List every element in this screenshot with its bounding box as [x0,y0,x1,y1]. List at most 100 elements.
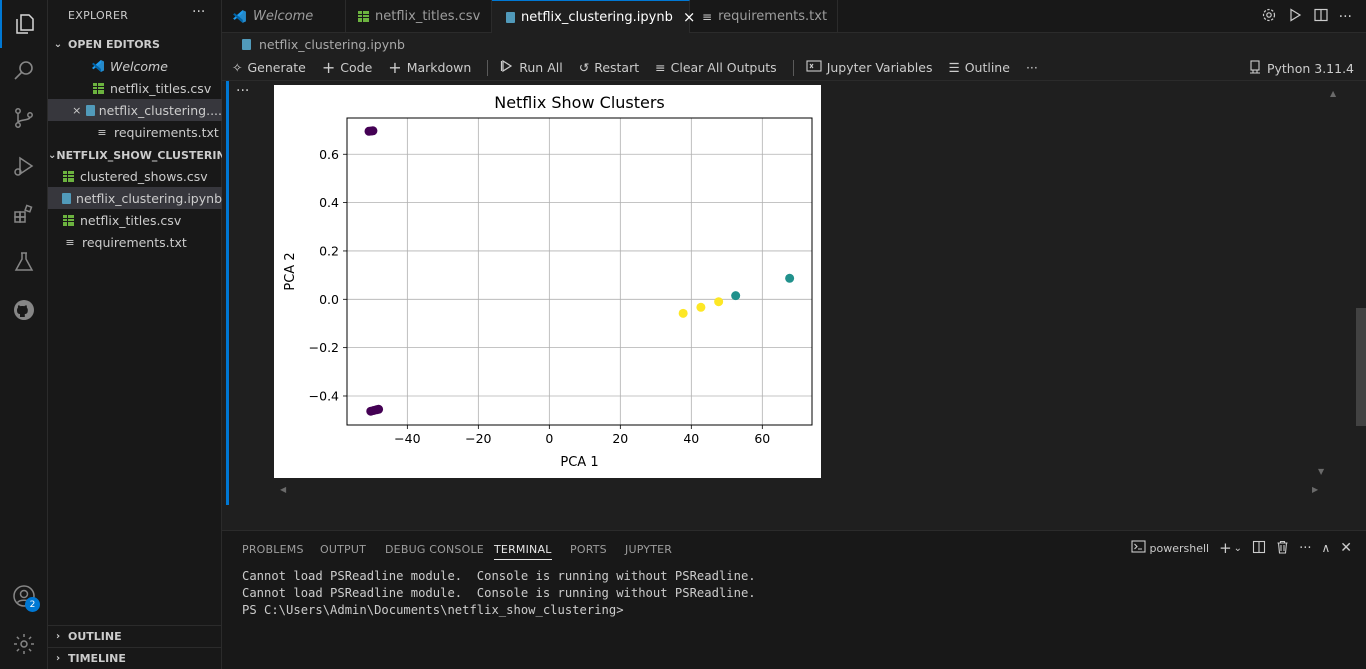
outline-button[interactable]: ☰ Outline [948,60,1009,75]
notebook-icon [506,11,515,23]
notebook-icon [85,102,95,118]
folder-header[interactable]: ⌄ NETFLIX_SHOW_CLUSTERING [48,144,235,166]
vscode-icon [90,58,106,74]
outline-header[interactable]: › OUTLINE [48,625,222,647]
jupyter-variables-button[interactable]: Jupyter Variables [806,60,933,75]
trash-icon[interactable] [1276,540,1289,557]
file-label: clustered_shows.csv [80,168,208,184]
split-terminal-icon[interactable] [1252,540,1266,557]
run-icon[interactable] [1287,7,1303,27]
breadcrumb[interactable]: netflix_clustering.ipynb [222,33,1366,55]
clear-outputs-button[interactable]: ≡ Clear All Outputs [655,60,777,75]
csv-icon [358,11,369,22]
data-point-cluster1 [731,291,741,301]
split-editor-icon[interactable] [1313,7,1329,27]
cell-output-plot: −40 −20 0 20 40 60 −0.4 −0.2 0.0 0.2 0.4 0.6 Netfli… [274,85,821,478]
plus-icon: + [321,58,336,77]
sparkle-icon: ✧ [232,60,243,75]
source-control-icon[interactable] [0,94,48,142]
breadcrumb-label: netflix_clustering.ipynb [259,36,405,52]
maximize-panel-icon[interactable]: ∧ [1321,541,1331,555]
variables-icon [806,60,822,75]
panel-tab-terminal[interactable]: TERMINAL [494,543,552,560]
terminal-prompt: PS C:\Users\Admin\Documents\netflix_show… [242,603,624,617]
terminal-line: Cannot load PSReadline module. Console i… [242,586,756,600]
close-icon[interactable]: × [72,103,82,117]
close-icon[interactable]: × [682,8,696,26]
scroll-up-arrow[interactable]: ▲ [1330,89,1337,98]
tab-label: netflix_titles.csv [375,9,481,24]
github-icon[interactable] [0,286,48,334]
tab-requirements[interactable]: ≡ requirements.txt [690,0,838,33]
chevron-down-icon: ⌄ [53,38,63,50]
vertical-scrollbar[interactable] [1356,308,1366,426]
panel-tab-jupyter[interactable]: JUPYTER [625,543,673,556]
panel-tab-output[interactable]: OUTPUT [320,543,367,556]
run-all-button[interactable]: Run All [500,59,563,76]
explorer-more-button[interactable]: ··· [192,4,206,20]
cell-output-more-button[interactable]: ··· [236,83,250,99]
terminal-output[interactable]: Cannot load PSReadline module. Console i… [242,568,756,619]
file-clustered-shows[interactable]: clustered_shows.csv [48,165,222,187]
scroll-down-arrow[interactable]: ▼ [1318,467,1325,476]
x-axis-label: PCA 1 [560,455,598,470]
tab-label: netflix_clustering.ipynb [521,9,673,25]
scroll-right-arrow[interactable]: ▶ [1312,485,1319,494]
search-icon[interactable] [0,46,48,94]
open-editor-netflix-clustering[interactable]: × netflix_clustering.... [48,99,222,121]
run-debug-icon[interactable] [0,142,48,190]
timeline-label: TIMELINE [68,652,126,665]
csv-icon [60,212,76,228]
restart-label: Restart [594,60,640,75]
tab-netflix-titles[interactable]: netflix_titles.csv [346,0,492,33]
generate-button[interactable]: ✧ Generate [232,60,306,75]
panel-tab-debug-console[interactable]: DEBUG CONSOLE [385,543,484,556]
x-tick-label: 20 [612,431,628,446]
add-markdown-button[interactable]: + Markdown [388,58,471,77]
toolbar-divider [487,59,489,76]
code-label: Code [340,60,373,75]
tab-netflix-clustering[interactable]: netflix_clustering.ipynb × [492,0,695,33]
text-file-icon: ≡ [702,9,713,24]
explorer-title: EXPLORER [68,9,129,22]
timeline-header[interactable]: › TIMELINE [48,647,222,669]
file-requirements[interactable]: ≡ requirements.txt [48,231,222,253]
markdown-label: Markdown [406,60,472,75]
terminal-line: Cannot load PSReadline module. Console i… [242,569,756,583]
more-actions-icon[interactable]: ··· [1338,8,1352,25]
open-editor-netflix-titles[interactable]: netflix_titles.csv [48,77,222,99]
folder-label: NETFLIX_SHOW_CLUSTERING [56,148,235,162]
notebook-icon [242,38,251,50]
testing-icon[interactable] [0,238,48,286]
open-editor-welcome[interactable]: Welcome [48,55,222,77]
open-editor-requirements[interactable]: ≡ requirements.txt [48,121,222,143]
x-tick-label: −20 [465,431,491,446]
run-all-label: Run All [519,60,563,75]
tab-welcome[interactable]: Welcome [222,0,346,33]
extensions-icon[interactable] [0,190,48,238]
toolbar-more-button[interactable]: ··· [1025,60,1038,75]
chevron-down-icon[interactable]: ⌄ [1233,542,1243,554]
scroll-left-arrow[interactable]: ◀ [280,485,287,494]
accounts-icon[interactable] [0,572,48,620]
gear-icon[interactable] [1261,7,1277,27]
panel-more-icon[interactable]: ··· [1299,540,1312,556]
file-netflix-titles[interactable]: netflix_titles.csv [48,209,222,231]
x-tick-label: 60 [754,431,770,446]
panel-tab-problems[interactable]: PROBLEMS [242,543,304,556]
add-code-button[interactable]: + Code [322,58,372,77]
file-label: netflix_titles.csv [80,212,182,228]
manage-gear-icon[interactable] [0,620,48,668]
restart-button[interactable]: ↺ Restart [579,60,639,75]
variables-label: Jupyter Variables [826,60,933,75]
file-netflix-clustering[interactable]: netflix_clustering.ipynb [48,187,222,209]
open-editors-header[interactable]: ⌄ OPEN EDITORS [48,33,222,55]
panel-tab-ports[interactable]: PORTS [570,543,607,556]
new-terminal-plus-icon[interactable]: + [1219,539,1232,557]
editor-tabs: Welcome netflix_titles.csv netflix_clust… [222,0,1366,33]
terminal-selector[interactable]: powershell [1130,540,1210,556]
explorer-icon[interactable] [0,0,48,48]
shell-name: powershell [1149,541,1210,555]
close-panel-icon[interactable]: ✕ [1340,540,1352,556]
kernel-picker[interactable]: Python 3.11.4 [1249,55,1354,81]
